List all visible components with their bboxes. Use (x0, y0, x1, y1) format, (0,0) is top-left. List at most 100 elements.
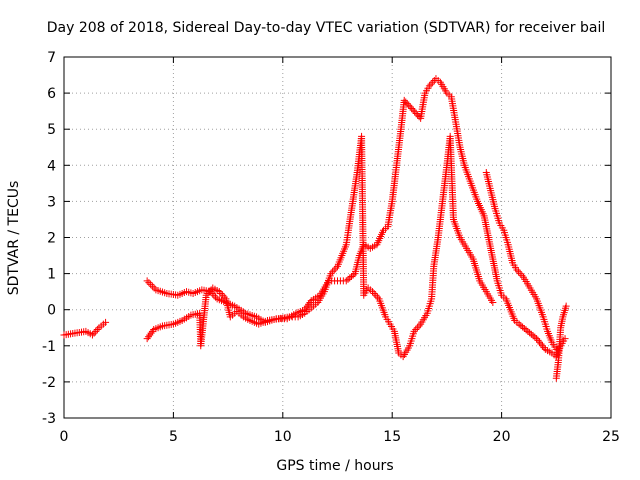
data-point-marker (529, 332, 537, 340)
data-point-marker (517, 322, 525, 330)
data-point-marker (524, 327, 532, 335)
data-point-marker (538, 342, 546, 350)
data-point-marker (349, 271, 357, 279)
data-point-marker (143, 335, 151, 343)
data-point-marker (522, 326, 530, 334)
data-point-marker (144, 333, 152, 341)
data-point-marker (206, 288, 214, 296)
data-point-marker (410, 327, 418, 335)
data-point-marker (102, 318, 110, 326)
data-point-marker (373, 293, 381, 301)
x-tick-label: 25 (602, 429, 620, 445)
data-point-marker (348, 272, 356, 280)
data-point-marker (406, 103, 414, 111)
data-point-marker (342, 277, 350, 285)
data-point-marker (369, 288, 377, 296)
data-point-marker (372, 291, 380, 299)
data-point-marker (537, 340, 545, 348)
data-point-marker (429, 78, 437, 86)
data-point-marker (531, 333, 539, 341)
data-point-marker (515, 268, 523, 276)
data-point-marker (519, 323, 527, 331)
y-tick-label: 6 (47, 86, 56, 102)
y-tick-label: 1 (47, 267, 56, 283)
grid-lines (64, 57, 611, 418)
data-point-marker (540, 344, 548, 352)
data-point-marker (148, 282, 156, 290)
data-point-marker (520, 324, 528, 332)
data-point-marker (415, 322, 423, 330)
axis-ticks (63, 56, 612, 419)
y-tick-label: -1 (42, 339, 56, 355)
data-point-marker (212, 293, 220, 301)
data-markers (60, 75, 570, 382)
y-tick-label: 3 (47, 194, 56, 210)
y-tick-label: -2 (42, 375, 56, 391)
data-point-marker (219, 291, 227, 299)
data-point-marker (413, 324, 421, 332)
data-point-marker (88, 331, 96, 339)
y-tick-label: 2 (47, 231, 56, 247)
data-point-marker (329, 268, 337, 276)
data-point-marker (411, 108, 419, 116)
data-point-marker (408, 105, 416, 113)
data-point-marker (146, 331, 154, 339)
data-point-marker (412, 326, 420, 334)
data-point-marker (215, 288, 223, 296)
x-tick-label: 15 (383, 429, 401, 445)
data-point-marker (427, 80, 435, 88)
data-point-marker (489, 298, 497, 306)
data-point-marker (220, 293, 228, 301)
data-point-marker (148, 327, 156, 335)
data-point-marker (405, 101, 413, 109)
data-point-marker (515, 320, 523, 328)
data-point-marker (145, 279, 153, 287)
data-point-marker (207, 286, 215, 294)
data-point-marker (403, 100, 411, 108)
data-point-marker (513, 266, 521, 274)
y-tick-labels: -3 -2 -1 0 1 2 3 4 5 6 7 (42, 50, 56, 427)
data-point-marker (527, 330, 535, 338)
x-tick-label: 10 (274, 429, 292, 445)
data-point-marker (370, 289, 378, 297)
data-point-marker (90, 329, 98, 337)
data-point-marker (561, 335, 569, 343)
data-point-marker (562, 302, 570, 310)
series-1-markers (60, 75, 569, 361)
data-point-marker (536, 338, 544, 346)
x-tick-label: 5 (169, 429, 178, 445)
data-point-marker (147, 329, 155, 337)
data-point-marker (400, 96, 408, 104)
data-point-marker (327, 270, 335, 278)
data-point-marker (516, 270, 524, 278)
y-axis-label: SDTVAR / TECUs (6, 181, 22, 296)
data-point-marker (332, 264, 340, 272)
data-point-marker (204, 289, 212, 297)
y-tick-label: 7 (47, 50, 56, 66)
data-point-marker (402, 98, 410, 106)
data-point-marker (210, 291, 218, 299)
series-2-markers (143, 132, 570, 382)
data-point-marker (534, 336, 542, 344)
x-tick-label: 20 (493, 429, 511, 445)
data-point-marker (217, 289, 225, 297)
data-point-marker (414, 111, 422, 119)
y-tick-label: 4 (47, 158, 56, 174)
data-point-marker (425, 82, 433, 90)
data-point-marker (533, 335, 541, 343)
y-tick-label: 5 (47, 122, 56, 138)
x-axis-label: GPS time / hours (276, 458, 393, 474)
data-point-marker (330, 266, 338, 274)
data-point-marker (526, 329, 534, 337)
data-point-marker (202, 291, 210, 299)
y-tick-label: 0 (47, 303, 56, 319)
data-point-marker (92, 327, 100, 335)
data-point-marker (147, 280, 155, 288)
x-tick-labels: 0 5 10 15 20 25 (60, 429, 620, 445)
data-point-marker (150, 284, 158, 292)
chart-title: Day 208 of 2018, Sidereal Day-to-day VTE… (47, 20, 605, 36)
data-point-marker (346, 274, 354, 282)
data-point-marker (344, 275, 352, 283)
y-tick-label: -3 (42, 411, 56, 427)
